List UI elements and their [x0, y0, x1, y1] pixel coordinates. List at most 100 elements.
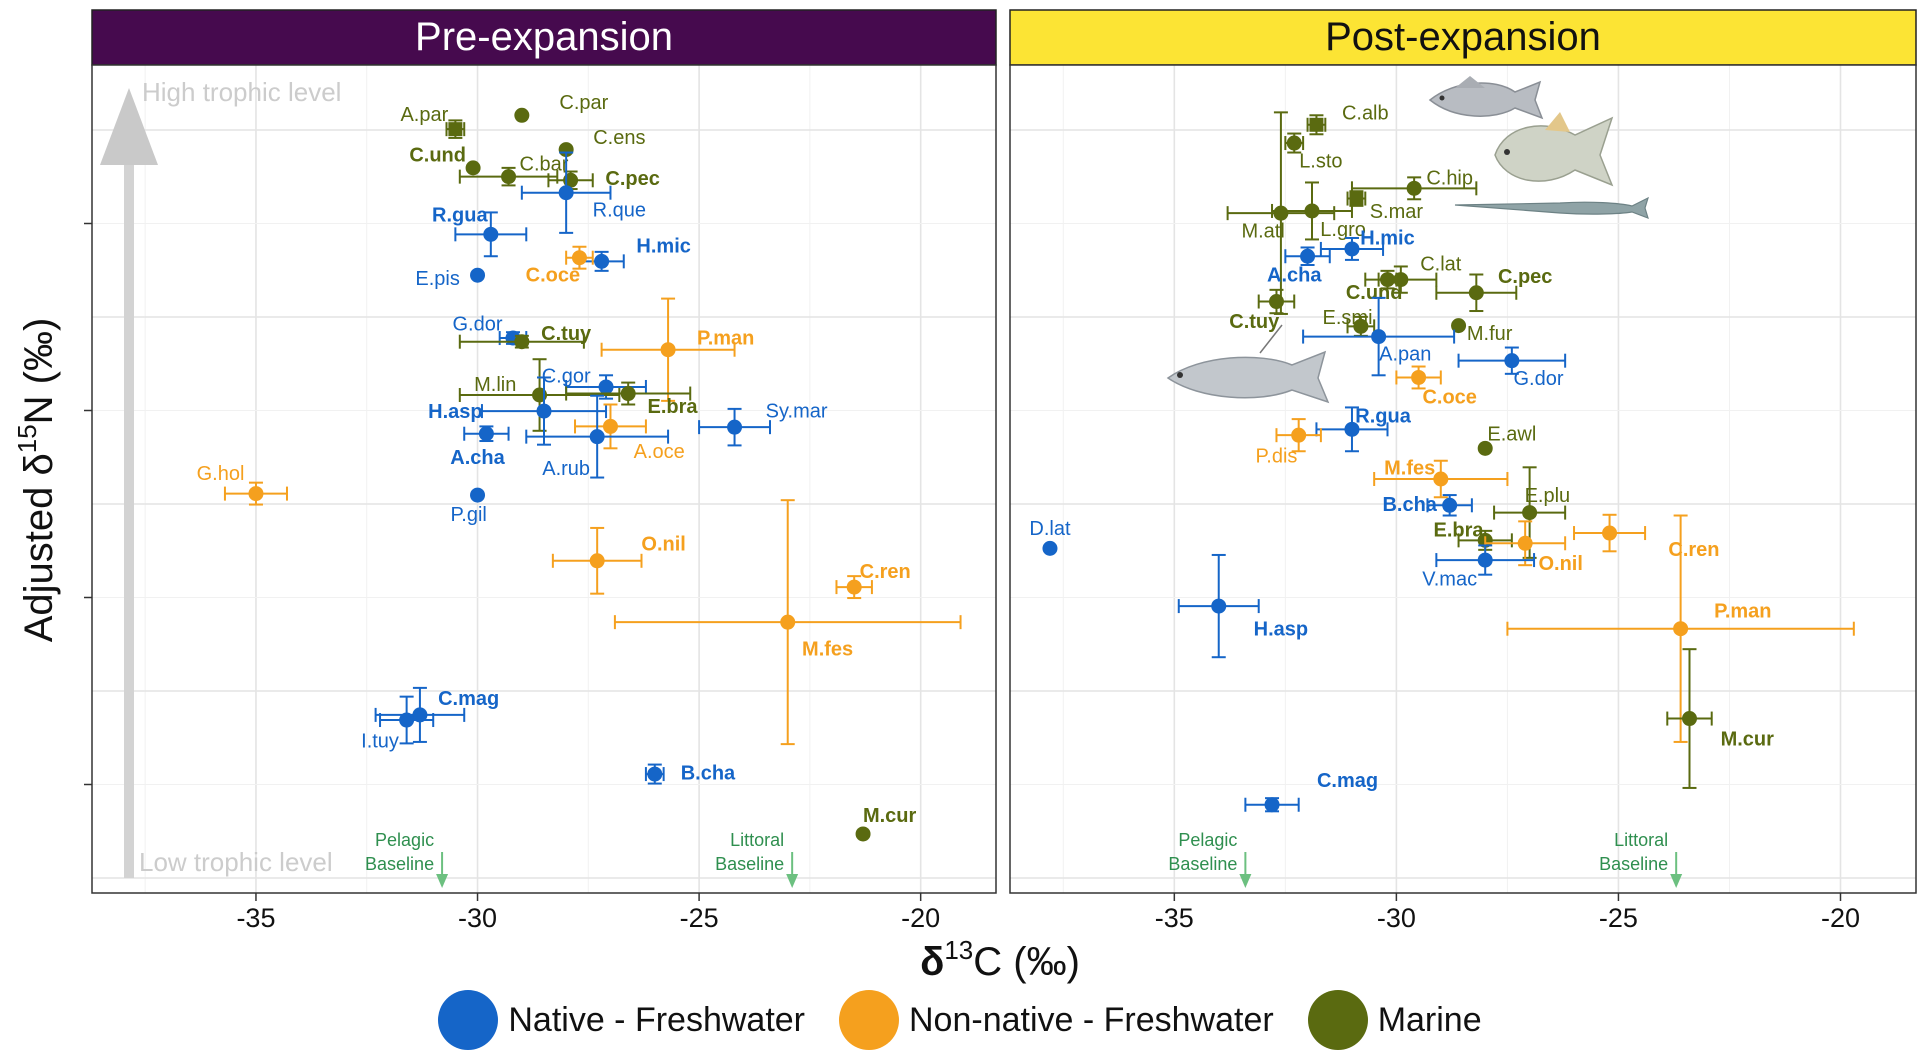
x-axis-title-sup: 13 [944, 935, 973, 965]
point-label: C.bar [520, 153, 569, 175]
point-marker [478, 426, 494, 442]
point-c-bar: C.bar [458, 153, 569, 187]
point-label: A.rub [542, 458, 590, 480]
baseline-arrow-head [1239, 874, 1252, 888]
point-marker [470, 487, 486, 503]
point-label: H.mic [1360, 227, 1414, 249]
point-p-gil: P.gil [451, 487, 487, 526]
point-label: P.man [697, 327, 754, 349]
point-marker [660, 342, 676, 358]
x-tick-label: -35 [1155, 903, 1194, 933]
point-marker [1309, 117, 1324, 132]
baseline-arrow-head [786, 874, 799, 888]
point-label: C.und [1346, 282, 1403, 304]
legend-label-native: Native - Freshwater [508, 1000, 805, 1039]
fish-illustration-jack [1494, 112, 1614, 187]
point-label: B.cha [681, 763, 736, 785]
point-r-que: R.que [520, 151, 646, 234]
point-marker [1433, 471, 1449, 487]
point-label: M.cur [1721, 728, 1775, 750]
point-label: E.pis [415, 268, 459, 290]
point-label: V.mac [1422, 568, 1477, 590]
point-c-alb: C.alb [1306, 102, 1389, 136]
point-marker [571, 250, 587, 266]
x-tick-label: -30 [1377, 903, 1416, 933]
point-c-ren: C.ren [835, 561, 911, 600]
x-axis-title-suffix: C (‰) [973, 940, 1080, 984]
grid-pre [92, 65, 996, 893]
point-s-mar: S.mar [1346, 190, 1423, 223]
legend-item-nonnative: Non-native - Freshwater [839, 990, 1274, 1050]
point-marker [1264, 797, 1280, 813]
point-label: P.dis [1256, 446, 1298, 468]
point-marker [1451, 318, 1467, 334]
point-marker [1344, 241, 1360, 257]
point-h-mic: H.mic [1319, 227, 1415, 261]
baseline-label-0-b: Baseline [1168, 854, 1237, 874]
point-marker [1468, 285, 1484, 301]
point-l-sto: L.sto [1284, 132, 1343, 173]
point-e-pis: E.pis [415, 267, 486, 290]
point-i-tuy: I.tuy [361, 695, 435, 752]
point-label: P.man [1714, 600, 1771, 622]
legend-label-nonnative: Non-native - Freshwater [909, 1000, 1274, 1039]
point-label: C.ren [1668, 539, 1719, 561]
point-marker [536, 403, 552, 419]
point-label: C.ens [593, 127, 645, 149]
point-label: M.cur [863, 805, 917, 827]
point-marker [1286, 135, 1302, 151]
point-marker [602, 418, 618, 434]
point-marker [1406, 180, 1422, 196]
legend-swatch-marine [1307, 990, 1368, 1050]
point-label: C.hip [1426, 167, 1473, 189]
point-label: E.smi [1323, 307, 1373, 329]
x-tick-label: -20 [901, 903, 940, 933]
point-marker [1522, 505, 1538, 521]
point-label: L.sto [1299, 151, 1342, 173]
point-label: G.hol [197, 463, 245, 485]
point-marker [558, 185, 574, 201]
trophic-level-arrow [100, 88, 158, 878]
point-label: C.tuy [541, 323, 592, 345]
point-label: Sy.mar [766, 400, 828, 422]
legend-item-marine: Marine [1307, 990, 1482, 1050]
point-marker [1380, 272, 1395, 288]
x-axis-title-prefix: δ [920, 940, 944, 984]
point-v-mac: V.mac [1422, 544, 1536, 590]
title-strip-post [1009, 9, 1917, 66]
point-b-cha: B.cha [1382, 494, 1473, 517]
point-label: M.atl [1241, 221, 1284, 243]
point-label: C.oce [1422, 386, 1476, 408]
panel-title-post: Post-expansion [1325, 15, 1601, 59]
x-tick-label: -20 [1821, 903, 1860, 933]
point-label: H.mic [636, 235, 690, 257]
point-label: C.tuy [1229, 311, 1280, 333]
point-label: C.ren [860, 561, 911, 583]
point-label: A.oce [634, 441, 685, 463]
point-c-pec: C.pec [547, 168, 660, 190]
plot-bg-pre [92, 65, 996, 893]
point-marker [594, 253, 610, 269]
point-e-smi: E.smi [1323, 307, 1376, 337]
point-a-rub: A.rub [525, 394, 670, 480]
point-marker [501, 169, 517, 185]
point-a-oce: A.oce [574, 403, 685, 463]
panel-post-expansion: Post-expansion Pelagic Baseline Littoral Ba… [1009, 9, 1917, 933]
point-c-pec: C.pec [1435, 266, 1552, 313]
point-c-oce: C.oce [1395, 365, 1477, 408]
plot-border-post [1009, 64, 1917, 894]
y-axis-title-prefix: Adjusted δ [17, 453, 61, 642]
point-d-lat: D.lat [1029, 518, 1071, 556]
point-label: H.asp [428, 401, 482, 423]
point-marker [1042, 540, 1058, 556]
legend-label-marine: Marine [1377, 1000, 1482, 1039]
baseline-label-1: Littoral [1614, 830, 1668, 850]
point-c-mag: C.mag [1244, 770, 1378, 813]
point-label: E.bra [1434, 519, 1485, 541]
y-axis-ticks [84, 222, 92, 786]
point-c-und: C.und [409, 145, 481, 176]
legend-swatch-native [438, 990, 499, 1050]
point-marker [483, 226, 499, 242]
point-p-dis: P.dis [1256, 418, 1322, 468]
point-marker [1477, 552, 1493, 568]
